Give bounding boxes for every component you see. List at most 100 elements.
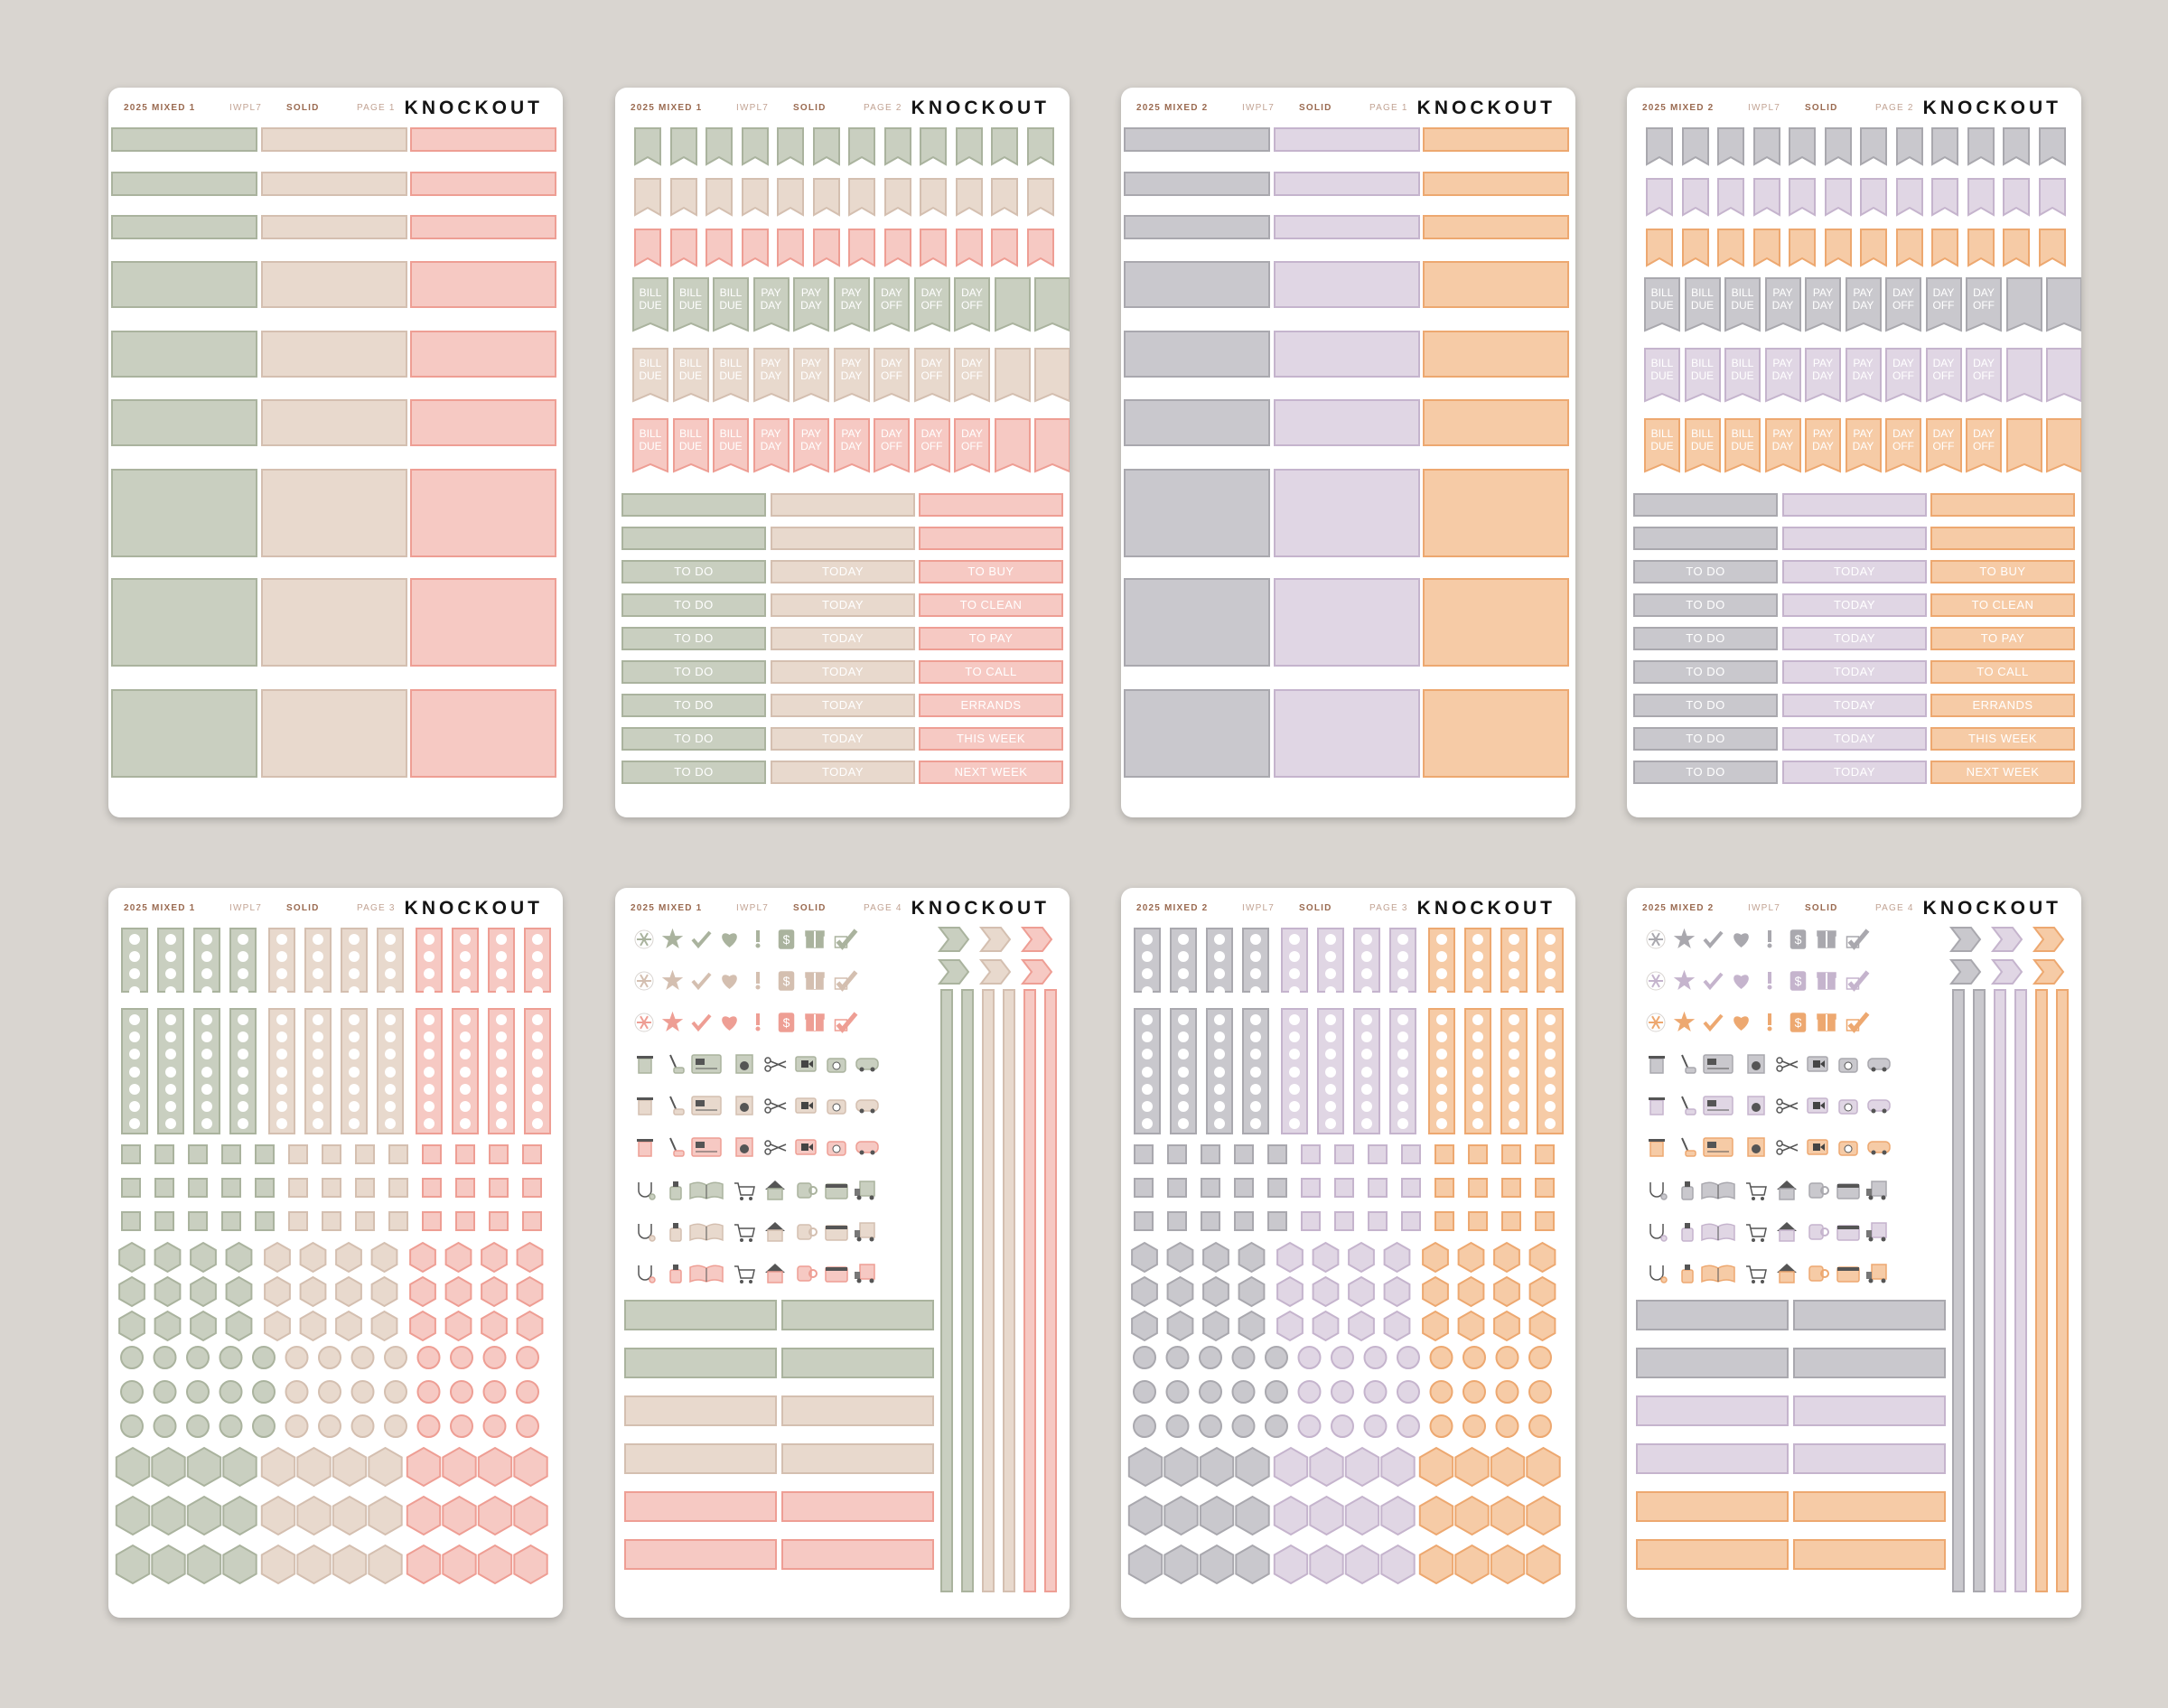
scissors-icon: [764, 1140, 787, 1155]
cleaning-spray-icon: [669, 1223, 682, 1242]
heart-icon: [1733, 933, 1749, 947]
list-label-text: TO CALL: [1976, 665, 2029, 678]
heart-icon: [722, 1016, 737, 1031]
flag-label-bottom: DUE: [639, 369, 662, 382]
flag-label-bottom: DUE: [1650, 369, 1674, 382]
checkbox-dot: [1361, 1014, 1372, 1025]
sku-code: IWPL7: [1748, 103, 1781, 113]
small-flag: [1967, 178, 1995, 217]
wide-header-bar: [624, 1395, 777, 1426]
small-flag: [1789, 229, 1816, 267]
hexagon-sticker: [1380, 1544, 1416, 1585]
todo-label: TO DO: [1633, 593, 1778, 617]
checkbox-strip: [416, 928, 443, 997]
flag-shape: [1717, 229, 1744, 267]
flag-label-top: BILL: [679, 356, 702, 369]
checkbox-dot: [1250, 968, 1261, 980]
circle-sticker: [1199, 1346, 1222, 1369]
flag-shape: [1895, 127, 1923, 166]
flag-label-bottom: DUE: [719, 439, 743, 453]
scissors-icon: [764, 1057, 787, 1072]
circle-sticker: [1297, 1346, 1322, 1369]
checkbox-dot: [1214, 1101, 1225, 1112]
hexagon-sticker: [1383, 1275, 1411, 1308]
small-square-sticker: [1134, 1178, 1154, 1198]
flag-label-bottom: DAY: [800, 369, 822, 382]
box-sticker: [410, 469, 556, 557]
small-flag: [1895, 127, 1923, 166]
flag-shape: [1724, 277, 1761, 332]
checkbox-strip: [1389, 1008, 1416, 1134]
circle-sticker: [1199, 1380, 1222, 1404]
blank-flag: [2046, 277, 2081, 332]
snowflake-icon: [1646, 1013, 1666, 1032]
todo-label: TO DO: [1633, 761, 1778, 784]
hexagon-sticker: [1273, 1544, 1309, 1585]
checkbox-dot: [349, 1066, 360, 1078]
flag-shape: [634, 127, 661, 166]
flag-shape: [752, 348, 790, 403]
checkbox-dot: [1250, 1014, 1261, 1025]
box-sticker: [410, 689, 556, 778]
wide-header-bar: [781, 1491, 934, 1522]
hexagon-sticker: [1166, 1241, 1194, 1274]
hexagon-sticker: [1309, 1446, 1344, 1488]
flag-shape: [833, 277, 870, 332]
chevron-arrow-sticker: [1990, 959, 2023, 985]
checkbox-dot: [1325, 1049, 1336, 1060]
sku-code: IWPL7: [1242, 903, 1276, 913]
open-book-icon: [689, 1223, 724, 1242]
hexagon-sticker: [1273, 1495, 1309, 1536]
small-square-sticker: [255, 1211, 275, 1231]
flag-label-top: BILL: [1691, 285, 1714, 299]
header-sticker: [1124, 172, 1270, 196]
circle-sticker: [153, 1414, 177, 1438]
labeled-flag: PAY DAY: [752, 277, 790, 332]
hexagon-sticker: [1383, 1310, 1411, 1342]
flag-shape: [2003, 127, 2030, 166]
sheet-header: 2025 MIXED 1 IWPL7 SOLID PAGE 3 KNOCKOUT: [124, 899, 543, 919]
circle-sticker: [350, 1380, 375, 1404]
checkbox-dot: [1472, 934, 1483, 945]
heart-icon: [722, 933, 737, 947]
long-vertical-strip: [961, 989, 974, 1592]
blank-flag: [2005, 418, 2042, 473]
hexagon-sticker: [1273, 1446, 1309, 1488]
labeled-flag: DAY OFF: [913, 277, 950, 332]
small-flag: [634, 127, 661, 166]
labeled-flag: BILL DUE: [713, 348, 749, 403]
checkbox-dot: [1325, 985, 1336, 997]
shape-sticker-grid: [115, 1241, 548, 1585]
flag-shape: [920, 127, 947, 166]
collection-name: 2025 MIXED 1: [124, 903, 196, 913]
flag-shape: [874, 418, 910, 473]
flag-shape: [632, 348, 668, 403]
circle-sticker: [120, 1380, 144, 1404]
checkbox-dot: [496, 1083, 507, 1095]
checkbox-dot: [165, 1101, 176, 1112]
chevron-arrow-sticker: [937, 927, 970, 952]
flag-label-bottom: OFF: [1932, 298, 1955, 312]
flag-label-top: PAY: [1853, 356, 1874, 369]
washer-icon: [1747, 1137, 1765, 1157]
checkbox-dot: [1250, 1101, 1261, 1112]
labeled-flag: DAY OFF: [874, 418, 910, 473]
open-book-icon: [1701, 1181, 1735, 1200]
hexagon-sticker: [1276, 1310, 1304, 1342]
flag-shape: [2046, 348, 2081, 403]
hexagon-sticker: [1422, 1310, 1449, 1342]
box-sticker: [1423, 689, 1569, 778]
circle-sticker: [1429, 1414, 1453, 1438]
car-icon: [1867, 1099, 1891, 1114]
flag-shape: [793, 418, 829, 473]
header-sticker: [410, 172, 556, 196]
flag-shape: [1752, 127, 1780, 166]
checkbox-dot: [276, 1101, 287, 1112]
today-label: TODAY: [1782, 761, 1927, 784]
checkbox-dot: [1361, 1083, 1372, 1095]
circle-sticker: [1331, 1380, 1354, 1404]
circle-sticker: [153, 1380, 177, 1404]
flag-shape: [1895, 178, 1923, 217]
checkbox-strip: [524, 1008, 551, 1134]
flag-label-bottom: OFF: [1973, 439, 1995, 453]
